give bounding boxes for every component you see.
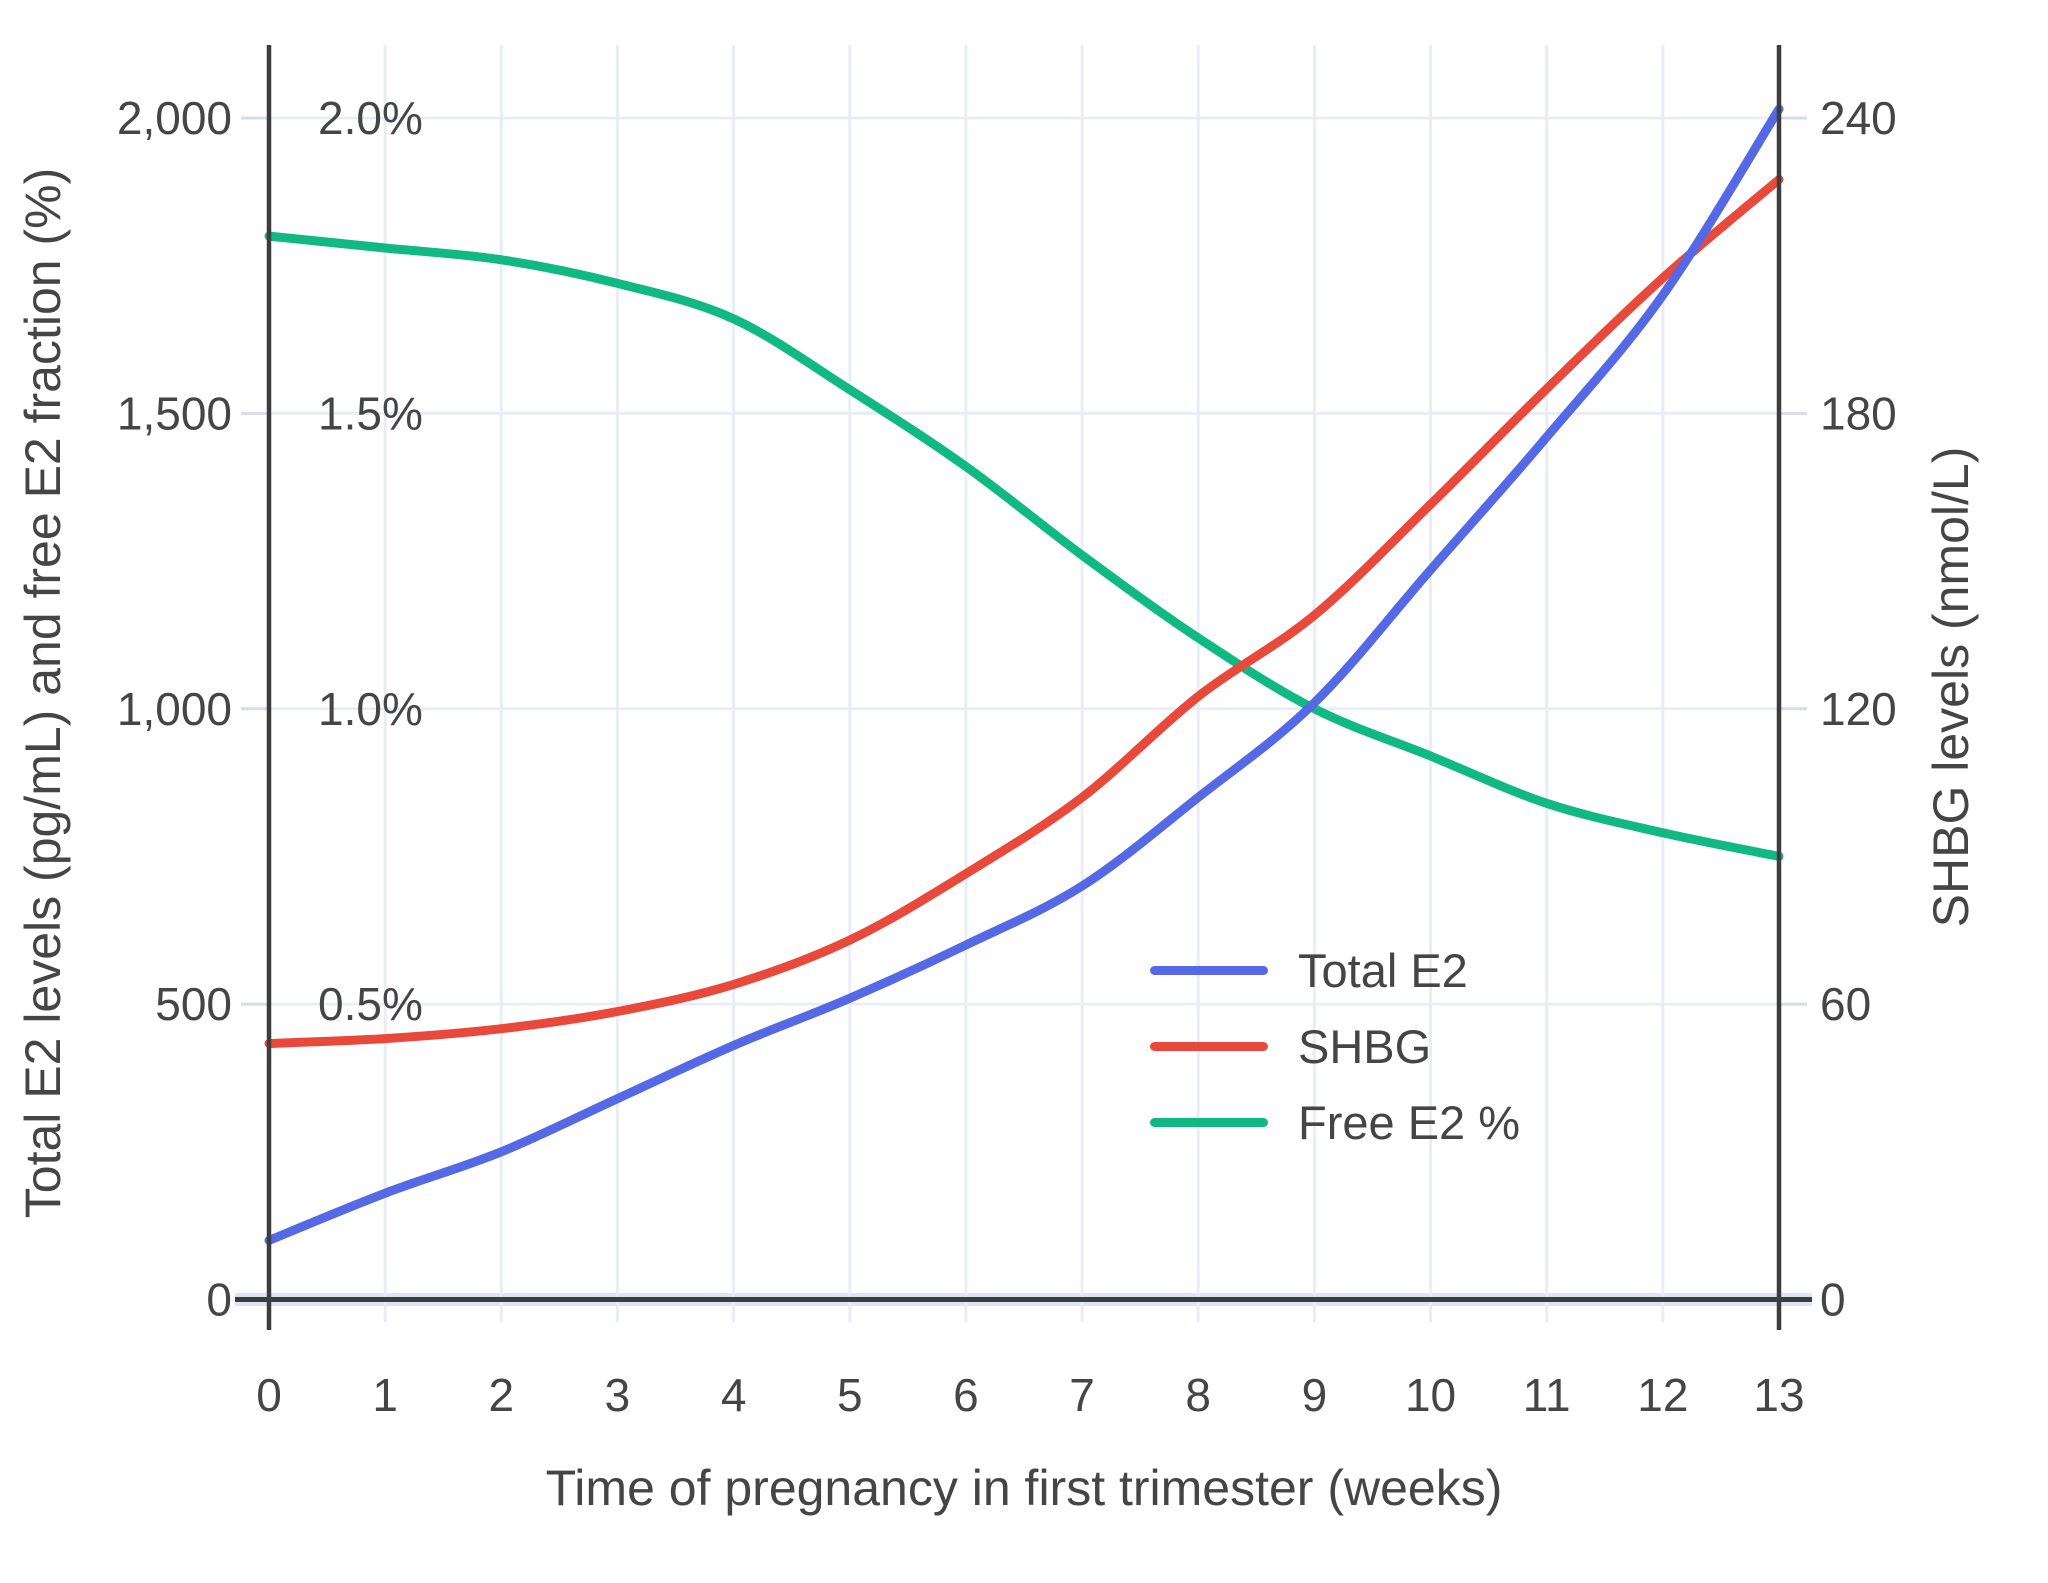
legend-label-total-e2: Total E2 xyxy=(1298,943,1468,997)
legend: Total E2 SHBG Free E2 % xyxy=(1150,946,1520,1146)
x-axis-tick-label: 13 xyxy=(1753,1369,1804,1421)
x-axis-tick-label: 4 xyxy=(721,1369,747,1421)
x-axis-tick-label: 11 xyxy=(1523,1369,1571,1421)
right-y-axis-tick-label: 0 xyxy=(1820,1274,1846,1326)
x-axis-tick-label: 6 xyxy=(953,1369,979,1421)
total-e2-line-swatch xyxy=(1150,965,1268,975)
left-y-axis-tick-label: 500 xyxy=(155,978,232,1030)
percent-axis-tick-label: 2.0% xyxy=(318,92,423,144)
right-y-axis-title: SHBG levels (nmol/L) xyxy=(1923,447,1979,928)
percent-axis-tick-label: 0.5% xyxy=(318,978,423,1030)
legend-label-shbg: SHBG xyxy=(1298,1019,1432,1073)
right-y-axis-tick-label: 60 xyxy=(1820,978,1871,1030)
x-axis-tick-label: 5 xyxy=(837,1369,863,1421)
gridlines-group xyxy=(235,45,1812,1322)
legend-item-shbg: SHBG xyxy=(1150,1022,1520,1070)
left-y-axis-tick-label: 0 xyxy=(206,1274,232,1326)
x-axis-tick-label: 7 xyxy=(1069,1369,1095,1421)
shbg-line-swatch xyxy=(1150,1041,1268,1051)
right-y-axis-tick-label: 180 xyxy=(1820,387,1897,439)
left-y-axis-title: Total E2 levels (pg/mL) and free E2 frac… xyxy=(15,168,71,1218)
legend-item-free-e2: Free E2 % xyxy=(1150,1098,1520,1146)
left-y-axis-tick-label: 1,500 xyxy=(117,387,232,439)
curves-group xyxy=(264,104,1784,1245)
right-y-axis-tick-label: 240 xyxy=(1820,92,1897,144)
left-y-axis-tick-label: 2,000 xyxy=(117,92,232,144)
x-axis-title: Time of pregnancy in first trimester (we… xyxy=(546,1460,1503,1516)
total-e2-curve xyxy=(264,104,1784,1245)
x-axis-tick-label: 9 xyxy=(1302,1369,1328,1421)
x-axis-tick-label: 3 xyxy=(605,1369,631,1421)
left-y-axis-tick-label: 1,000 xyxy=(117,683,232,735)
legend-label-free-e2: Free E2 % xyxy=(1298,1095,1521,1149)
x-axis-tick-label: 12 xyxy=(1637,1369,1688,1421)
free-e2-curve xyxy=(264,231,1784,861)
right-y-axis-tick-label: 120 xyxy=(1820,683,1897,735)
axes-group xyxy=(235,45,1812,1330)
x-axis-tick-label: 10 xyxy=(1405,1369,1456,1421)
legend-item-total-e2: Total E2 xyxy=(1150,946,1520,994)
x-axis-tick-label: 8 xyxy=(1185,1369,1211,1421)
x-axis-tick-label: 2 xyxy=(489,1369,515,1421)
x-axis-tick-label: 1 xyxy=(372,1369,398,1421)
percent-axis-tick-label: 1.5% xyxy=(318,387,423,439)
percent-axis-tick-label: 1.0% xyxy=(318,683,423,735)
shbg-curve xyxy=(264,175,1784,1048)
x-axis-tick-label: 0 xyxy=(256,1369,282,1421)
tick-labels-group: 05001,0001,5002,0000.5%1.0%1.5%2.0%06012… xyxy=(117,92,1897,1421)
free-e2-line-swatch xyxy=(1150,1117,1268,1127)
